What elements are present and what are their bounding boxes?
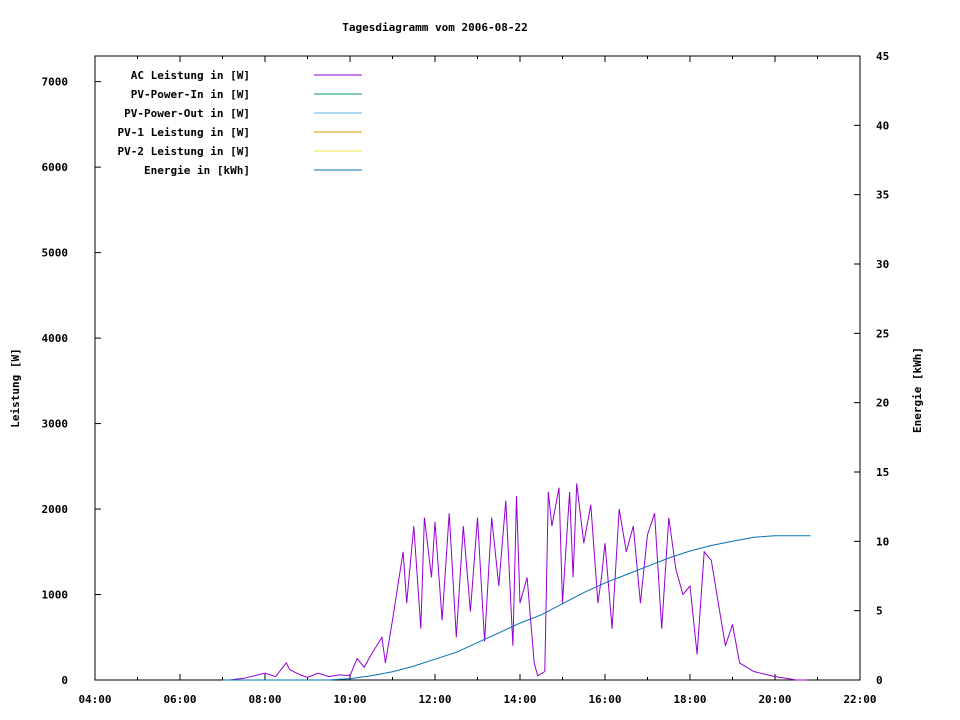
y2-tick-label: 0 — [876, 674, 883, 687]
y2-tick-label: 20 — [876, 397, 889, 410]
y-tick-label: 4000 — [42, 332, 69, 345]
legend: AC Leistung in [W] PV-Power-In in [W] PV-P… — [118, 69, 362, 177]
x-tick-label: 04:00 — [78, 693, 111, 706]
legend-label: PV-Power-In in [W] — [131, 88, 250, 101]
y-tick-label: 5000 — [42, 247, 69, 260]
legend-label: AC Leistung in [W] — [131, 69, 250, 82]
series-line-0 — [229, 483, 807, 681]
y2-tick-label: 30 — [876, 258, 889, 271]
x-tick-label: 10:00 — [333, 693, 366, 706]
y2-axis-title: Energie [kWh] — [911, 347, 924, 433]
legend-label: PV-1 Leistung in [W] — [118, 126, 250, 139]
y2-tick-label: 15 — [876, 466, 889, 479]
x-tick-label: 18:00 — [673, 693, 706, 706]
legend-label: Energie in [kWh] — [144, 164, 250, 177]
x-tick-label: 22:00 — [843, 693, 876, 706]
x-tick-label: 16:00 — [588, 693, 621, 706]
x-tick-label: 12:00 — [418, 693, 451, 706]
y2-tick-label: 35 — [876, 189, 889, 202]
series-line-1 — [222, 535, 811, 681]
y-axis-title: Leistung [W] — [9, 348, 22, 427]
chart-title: Tagesdiagramm vom 2006-08-22 — [342, 21, 527, 34]
legend-label: PV-Power-Out in [W] — [124, 107, 250, 120]
y-tick-label: 7000 — [42, 76, 69, 89]
y-tick-label: 0 — [61, 674, 68, 687]
y-tick-label: 1000 — [42, 589, 69, 602]
y2-tick-label: 40 — [876, 119, 889, 132]
y-tick-label: 6000 — [42, 161, 69, 174]
series-layer — [222, 483, 811, 681]
legend-label: PV-2 Leistung in [W] — [118, 145, 250, 158]
y2-tick-label: 10 — [876, 535, 889, 548]
y2-tick-label: 5 — [876, 605, 883, 618]
axis-ticks: 04:00 06:00 08:00 10:00 12:00 14:00 16:00 18:00… — [42, 50, 890, 706]
y-tick-label: 2000 — [42, 503, 69, 516]
y2-tick-label: 25 — [876, 327, 889, 340]
x-tick-label: 20:00 — [758, 693, 791, 706]
y-tick-label: 3000 — [42, 418, 69, 431]
x-tick-label: 14:00 — [503, 693, 536, 706]
y2-tick-label: 45 — [876, 50, 889, 63]
x-tick-label: 08:00 — [248, 693, 281, 706]
x-tick-label: 06:00 — [163, 693, 196, 706]
